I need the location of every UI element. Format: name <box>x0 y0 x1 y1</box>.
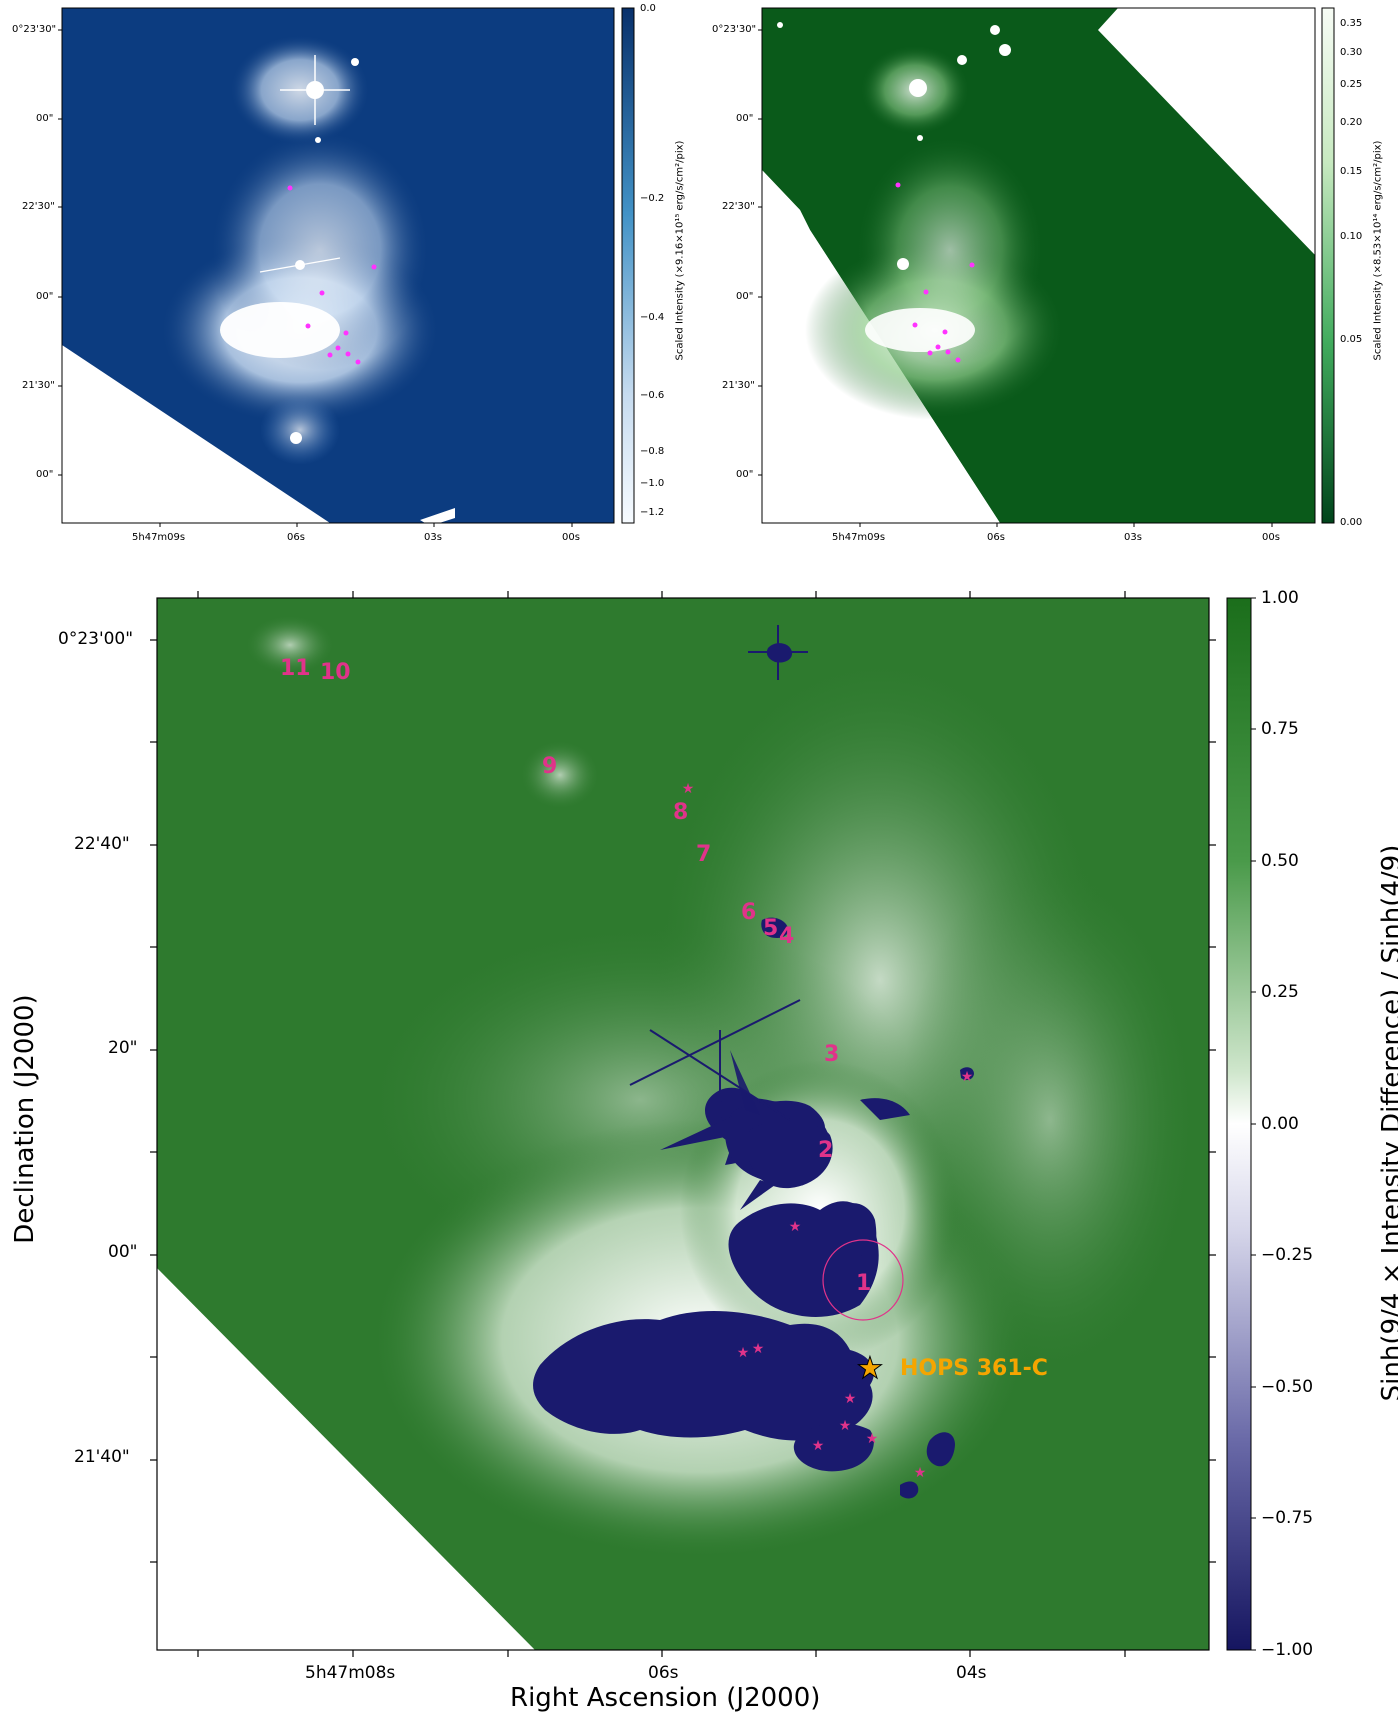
tl-cb-tick: 0.0 <box>640 3 656 14</box>
tl-cb-tick: −0.6 <box>640 390 665 401</box>
svg-text:★: ★ <box>682 781 695 797</box>
tl-ra-tick: 00s <box>562 532 580 543</box>
tl-ra-tick: 5h47m09s <box>132 532 186 543</box>
hops-star-icon: ★ <box>857 1351 884 1386</box>
knot-label-2: 2 <box>818 1138 834 1163</box>
main-cb-tick: 0.75 <box>1261 719 1299 739</box>
tl-dec-tick: 00" <box>36 469 54 480</box>
knot-label-5: 5 <box>763 916 779 941</box>
tr-cb-tick: 0.25 <box>1340 79 1363 90</box>
tl-ra-tick: 03s <box>424 532 442 543</box>
main-ra-tick: 5h47m08s <box>305 1663 396 1683</box>
tr-colorbar-label: Scaled Intensity (×8.53×10¹⁴ erg/s/cm²/p… <box>1372 140 1384 361</box>
tl-dec-tick: 22'30" <box>22 201 55 212</box>
tr-ra-tick: 00s <box>1262 532 1280 543</box>
tr-ra-tick: 03s <box>1124 532 1142 543</box>
tr-dec-tick: 00" <box>736 291 754 302</box>
tr-dec-tick: 21'30" <box>722 380 755 391</box>
main-dec-tick: 00" <box>108 1242 138 1262</box>
svg-text:★: ★ <box>914 1465 927 1481</box>
svg-text:★: ★ <box>844 1391 857 1407</box>
main-cb-tick: 0.50 <box>1261 851 1299 871</box>
main-panel: ★ ★ ★ ★ ★ ★ ★ ★ ★ ★ ★ <box>0 560 1398 1717</box>
knot-label-4: 4 <box>779 924 795 949</box>
main-xlabel: Right Ascension (J2000) <box>510 1683 821 1713</box>
knot-label-7: 7 <box>696 842 712 867</box>
tl-ra-tick: 06s <box>287 532 305 543</box>
main-colorbar <box>1226 597 1252 1651</box>
svg-text:★: ★ <box>812 1438 825 1454</box>
tr-markers <box>895 182 975 363</box>
tl-cb-tick: −1.0 <box>640 478 665 489</box>
svg-text:★: ★ <box>961 1069 974 1085</box>
tr-cb-tick: 0.30 <box>1340 47 1363 58</box>
tr-dec-tick: 00" <box>736 469 754 480</box>
main-cb-tick: 0.00 <box>1261 1114 1299 1134</box>
tr-ra-tick: 5h47m09s <box>832 532 886 543</box>
hops-source-label: HOPS 361-C <box>900 1356 1048 1381</box>
tl-edge-artifact <box>420 508 455 526</box>
tr-cb-tick: 0.00 <box>1340 517 1363 528</box>
tl-blank-wedge <box>62 345 330 523</box>
main-image: ★ ★ ★ ★ ★ ★ ★ ★ ★ ★ ★ <box>150 591 1256 1657</box>
main-cb-tick: 0.25 <box>1261 982 1299 1002</box>
knot-1-circle <box>822 1239 904 1321</box>
tl-markers <box>287 185 377 365</box>
tr-dec-tick: 00" <box>736 113 754 124</box>
main-negative-regions <box>533 643 974 1499</box>
tr-cb-tick: 0.05 <box>1340 334 1363 345</box>
knot-label-1: 1 <box>856 1271 872 1296</box>
tl-colorbar-label: Scaled Intensity (×9.16×10¹⁵ erg/s/cm²/p… <box>674 140 686 361</box>
main-cb-tick: 1.00 <box>1261 588 1299 608</box>
main-dec-tick: 21'40" <box>74 1447 130 1467</box>
tl-cb-tick: −0.2 <box>640 193 665 204</box>
svg-text:★: ★ <box>737 1345 750 1361</box>
knot-label-3: 3 <box>824 1042 840 1067</box>
top-right-panel: 0°23'30" 00" 22'30" 00" 21'30" 00" 5h47m… <box>700 0 1398 543</box>
tl-cb-tick: −0.8 <box>640 446 665 457</box>
tl-dec-tick: 00" <box>36 113 54 124</box>
main-cb-tick: −0.25 <box>1261 1245 1314 1265</box>
tr-cb-tick: 0.35 <box>1340 18 1363 29</box>
main-cb-tick: −0.75 <box>1261 1508 1314 1528</box>
knot-label-9: 9 <box>542 754 558 779</box>
main-dec-tick: 0°23'00" <box>58 629 134 649</box>
knot-label-11: 11 <box>280 656 311 681</box>
main-blank-wedge <box>157 1268 535 1650</box>
top-left-panel: 0°23'30" 00" 22'30" 00" 21'30" 00" 5h47m… <box>0 0 690 543</box>
tl-dec-tick: 0°23'30" <box>12 24 57 35</box>
tl-dec-tick: 00" <box>36 291 54 302</box>
svg-text:★: ★ <box>839 1418 852 1434</box>
top-right-image <box>740 7 1335 527</box>
main-dec-tick: 20" <box>108 1038 138 1058</box>
svg-text:★: ★ <box>752 1341 765 1357</box>
tl-cb-tick: −1.2 <box>640 507 665 518</box>
knot-label-8: 8 <box>673 800 689 825</box>
main-cb-tick: −0.50 <box>1261 1377 1314 1397</box>
tr-cb-tick: 0.15 <box>1340 166 1363 177</box>
top-left-image <box>58 7 635 527</box>
tr-star <box>909 79 927 97</box>
main-colorbar-label: Sinh(9/4 × Intensity Difference) / Sinh(… <box>1377 844 1398 1402</box>
tr-colorbar <box>1321 7 1335 524</box>
main-ylabel: Declination (J2000) <box>10 994 40 1244</box>
main-cb-tick: −1.00 <box>1261 1640 1314 1660</box>
svg-text:★: ★ <box>789 1219 802 1235</box>
svg-text:★: ★ <box>866 1431 879 1447</box>
main-dec-tick: 22'40" <box>74 834 130 854</box>
main-ra-tick: 04s <box>956 1663 987 1683</box>
tl-cb-tick: −0.4 <box>640 312 665 323</box>
tl-dec-tick: 21'30" <box>22 380 55 391</box>
tl-colorbar <box>621 7 635 524</box>
tr-dec-tick: 22'30" <box>722 201 755 212</box>
knot-label-6: 6 <box>741 900 757 925</box>
tr-dec-tick: 0°23'30" <box>712 24 757 35</box>
tr-cb-tick: 0.10 <box>1340 231 1363 242</box>
main-diffraction-spikes <box>629 625 808 1130</box>
tr-ra-tick: 06s <box>987 532 1005 543</box>
tr-cb-tick: 0.20 <box>1340 117 1363 128</box>
knot-label-10: 10 <box>320 660 351 685</box>
main-markers: ★ ★ ★ ★ ★ ★ ★ ★ ★ ★ <box>682 781 974 1481</box>
main-ra-tick: 06s <box>648 1663 679 1683</box>
